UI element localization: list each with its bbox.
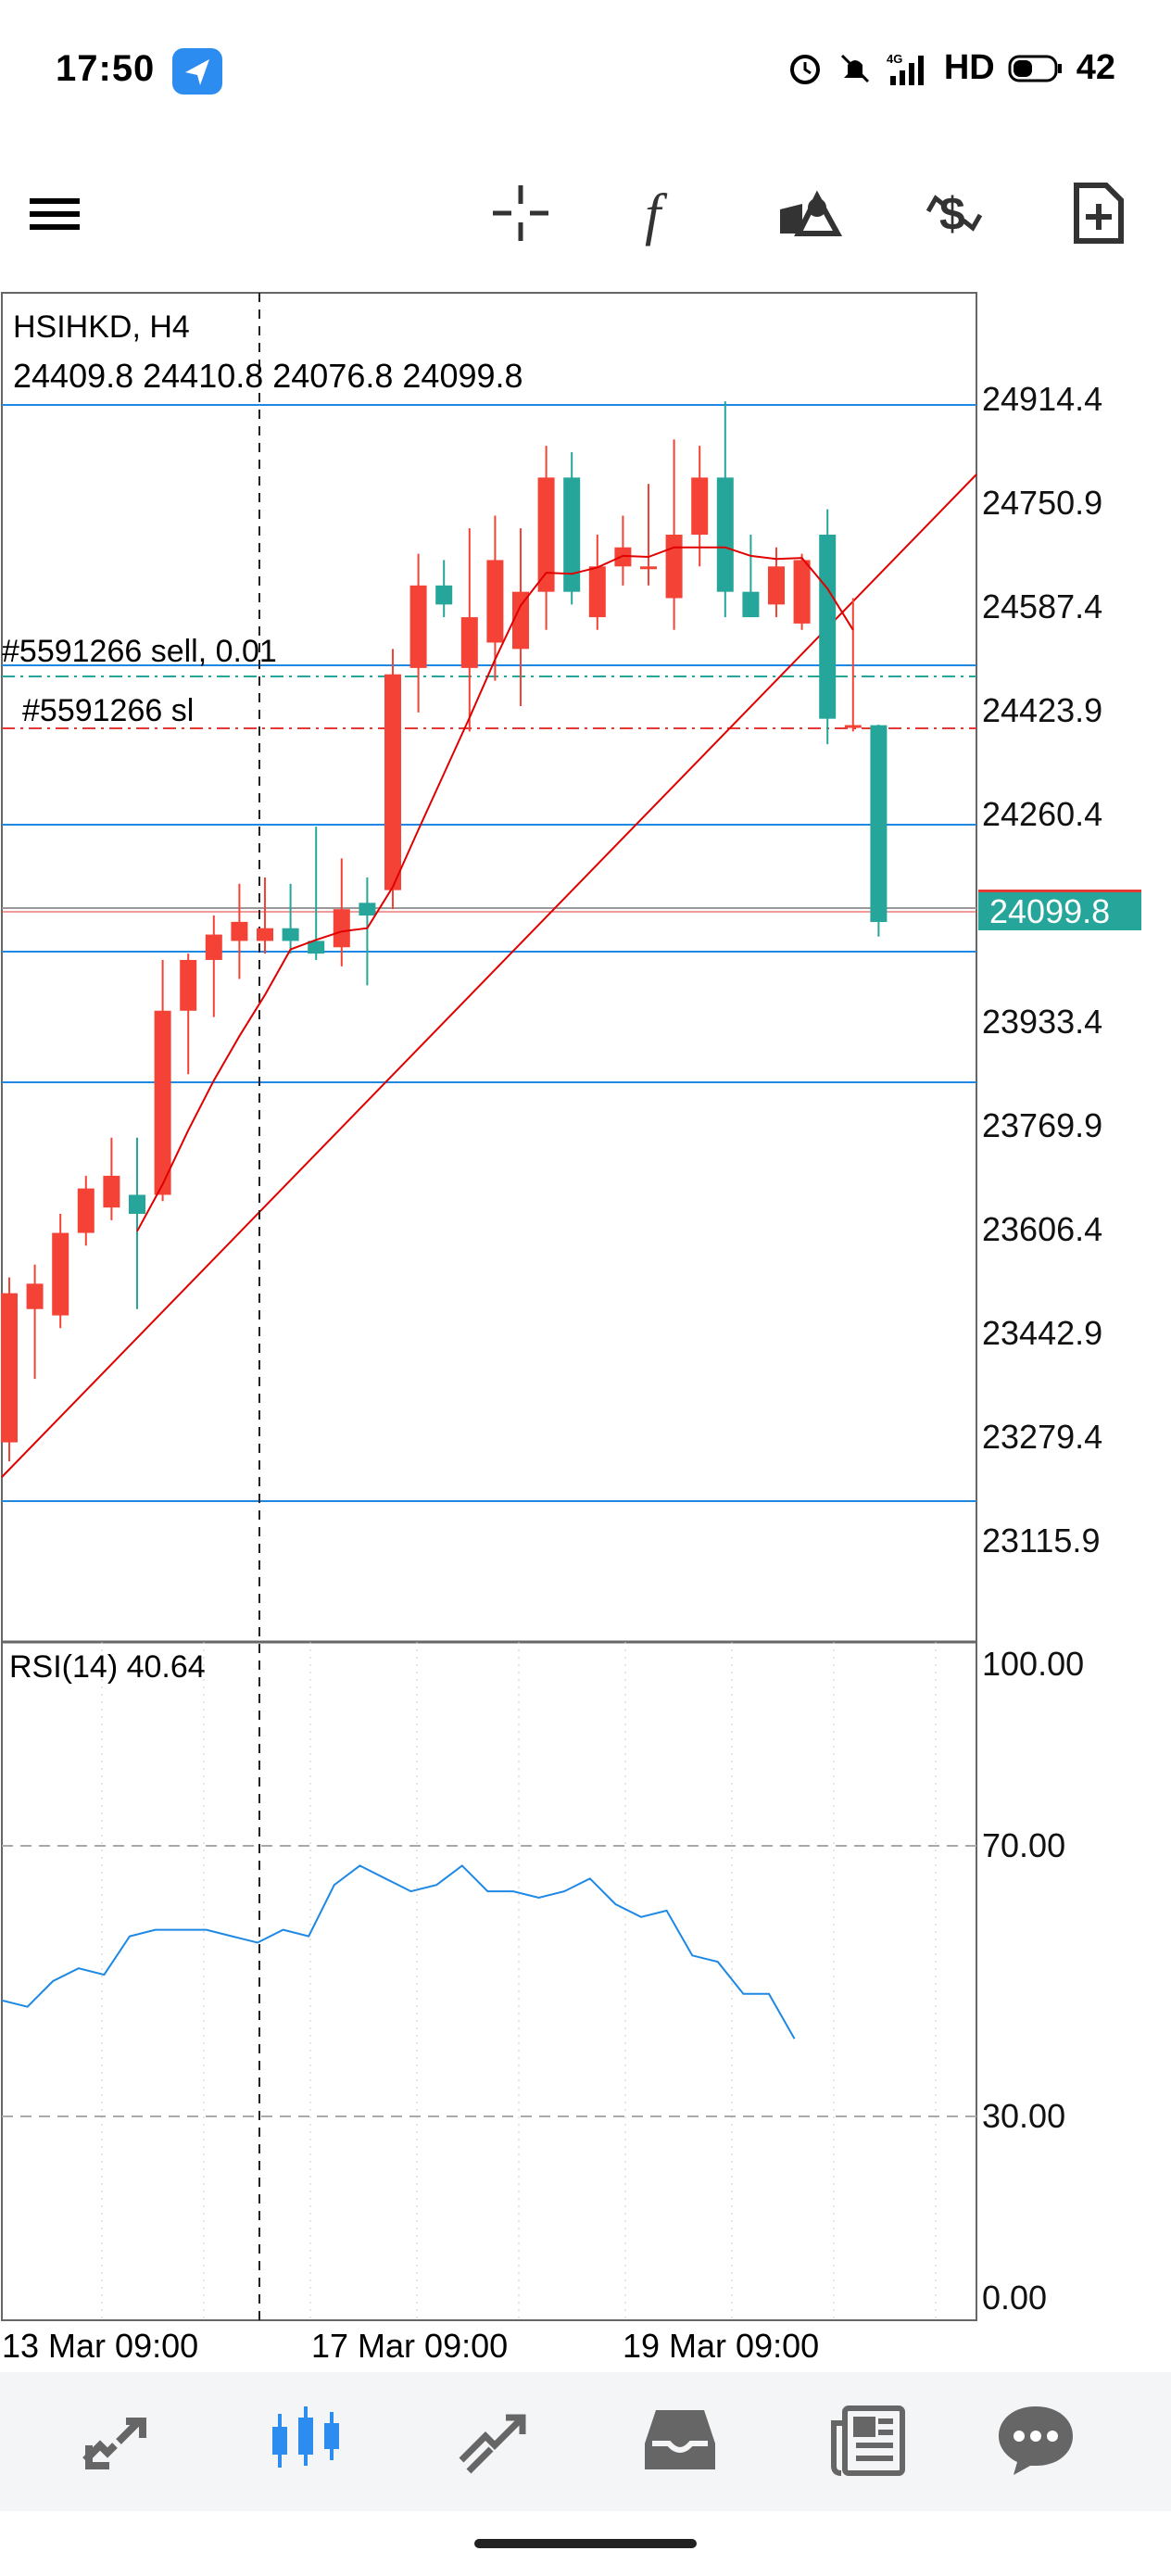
network-label: HD — [943, 48, 995, 87]
candle-body — [231, 921, 248, 941]
time-label: 19 Mar 09:00 — [623, 2327, 819, 2365]
candle-body — [257, 928, 273, 941]
candle-body — [486, 560, 504, 643]
ask-marker — [978, 890, 1141, 892]
rsi-line — [1, 1864, 796, 2039]
price-tick: 24587.4 — [982, 587, 1102, 625]
candle-body — [460, 617, 478, 668]
candle-body — [333, 909, 350, 948]
svg-text:$: $ — [939, 188, 965, 240]
current-price-badge — [978, 891, 1141, 930]
battery-icon — [1008, 55, 1062, 82]
news-tab-icon[interactable] — [825, 2395, 913, 2484]
candle-body — [26, 1283, 44, 1309]
time-label: 17 Mar 09:00 — [311, 2327, 508, 2365]
price-tick: 23279.4 — [982, 1418, 1102, 1456]
price-tick: 24750.9 — [982, 484, 1102, 522]
rsi-tick: 70.00 — [982, 1826, 1065, 1864]
sell-order-label[interactable]: #5591266 sell, 0.01 — [2, 634, 277, 669]
battery-level: 42 — [1076, 48, 1115, 87]
crosshair-icon[interactable] — [484, 176, 558, 250]
menu-icon[interactable] — [19, 176, 93, 250]
candle-body — [793, 560, 811, 624]
candle-body — [537, 477, 555, 592]
objects-icon[interactable] — [771, 176, 845, 250]
candle-body — [282, 928, 299, 941]
function-icon[interactable]: f — [626, 176, 700, 250]
svg-text:4G: 4G — [887, 52, 902, 66]
price-tick: 23442.9 — [982, 1314, 1102, 1352]
candle-body — [870, 725, 888, 923]
candle-body — [103, 1175, 120, 1208]
mute-icon — [840, 54, 869, 82]
price-tick: 24914.4 — [982, 380, 1102, 418]
status-time: 17:50 — [56, 48, 156, 89]
candle-body — [205, 934, 222, 960]
chart-tab-icon[interactable] — [261, 2395, 350, 2484]
new-document-icon[interactable] — [1062, 176, 1136, 250]
navigation-arrow-icon — [172, 48, 222, 95]
price-tick: 24260.4 — [982, 795, 1102, 833]
candle-body — [409, 585, 427, 668]
time-label: 13 Mar 09:00 — [2, 2327, 198, 2365]
history-tab-icon[interactable] — [636, 2395, 724, 2484]
price-chart[interactable]: HSIHKD, H4 24409.8 24410.8 24076.8 24099… — [0, 289, 1171, 2365]
symbol-label: HSIHKD, H4 — [13, 309, 190, 345]
candle-body — [154, 1010, 171, 1195]
candles — [1, 401, 888, 1462]
status-icons: 4G HD 42 — [787, 48, 1115, 88]
price-axis: 24914.4 24750.9 24587.4 24423.9 24260.4 … — [982, 380, 1102, 1559]
candle-body — [129, 1194, 145, 1214]
quotes-icon[interactable] — [72, 2395, 161, 2484]
rsi-grid-vertical — [101, 1642, 937, 2320]
rsi-label: RSI(14) 40.64 — [9, 1649, 206, 1685]
candle-body — [588, 566, 606, 618]
candle-body — [768, 566, 785, 605]
candle-body — [512, 591, 529, 650]
trade-tab-icon[interactable] — [448, 2395, 537, 2484]
signal-4g-icon: 4G — [887, 52, 924, 85]
candle-body — [359, 903, 376, 916]
rsi-tick: 30.00 — [982, 2097, 1065, 2135]
trend-line[interactable] — [1, 474, 977, 1478]
stop-loss-label[interactable]: #5591266 sl — [22, 693, 194, 728]
candle-body — [742, 591, 760, 618]
candle-body — [384, 674, 401, 890]
rsi-tick: 0.00 — [982, 2279, 1047, 2317]
current-price-label: 24099.8 — [989, 892, 1110, 930]
candle-body — [691, 477, 709, 536]
candle-body — [640, 566, 657, 570]
candle-body — [819, 535, 837, 719]
candle-body — [563, 477, 581, 592]
trade-icon[interactable]: $ — [917, 176, 991, 250]
candle-body — [1, 1293, 18, 1443]
alarm-icon — [789, 54, 820, 84]
candle-body — [716, 477, 734, 592]
home-indicator[interactable] — [474, 2539, 697, 2548]
bottom-navigation — [0, 2372, 1171, 2511]
svg-text:f: f — [645, 183, 668, 246]
price-tick: 23769.9 — [982, 1106, 1102, 1144]
messages-tab-icon[interactable] — [991, 2395, 1080, 2484]
candle-body — [844, 725, 862, 728]
candle-body — [665, 535, 683, 599]
price-tick: 23606.4 — [982, 1210, 1102, 1248]
moving-average-line — [136, 546, 854, 1232]
candle-body — [180, 959, 197, 1011]
rsi-tick: 100.00 — [982, 1645, 1084, 1683]
price-tick: 24423.9 — [982, 691, 1102, 729]
price-tick: 23933.4 — [982, 1003, 1102, 1041]
price-tick: 23115.9 — [982, 1522, 1100, 1559]
candle-body — [77, 1188, 94, 1233]
ohlc-label: 24409.8 24410.8 24076.8 24099.8 — [13, 357, 523, 395]
candle-body — [308, 941, 325, 954]
candle-body — [52, 1232, 69, 1316]
candle-body — [435, 585, 453, 605]
